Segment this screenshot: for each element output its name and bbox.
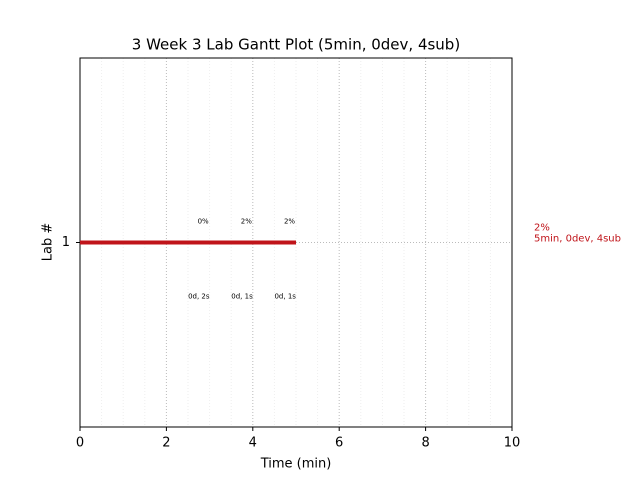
chart-title: 3 Week 3 Lab Gantt Plot (5min, 0dev, 4su… xyxy=(132,36,460,54)
annotation: 2% xyxy=(284,218,295,226)
annotation: 0d, 2s xyxy=(188,293,210,301)
x-tick-label: 6 xyxy=(335,436,343,451)
x-tick-label: 8 xyxy=(421,436,429,451)
annotation: 0d, 1s xyxy=(274,293,296,301)
side-label: 2% xyxy=(534,223,550,234)
x-tick-label: 4 xyxy=(249,436,257,451)
side-label: 5min, 0dev, 4sub xyxy=(534,234,621,245)
y-tick-label: 1 xyxy=(62,235,70,250)
annotation: 0% xyxy=(198,218,209,226)
y-axis-label: Lab # xyxy=(41,223,56,262)
gantt-bar xyxy=(80,240,296,245)
x-axis-label: Time (min) xyxy=(260,457,332,472)
x-tick-label: 0 xyxy=(76,436,84,451)
x-tick-label: 2 xyxy=(162,436,170,451)
x-tick-label: 10 xyxy=(504,436,521,451)
annotation: 2% xyxy=(241,218,252,226)
annotation: 0d, 1s xyxy=(231,293,253,301)
